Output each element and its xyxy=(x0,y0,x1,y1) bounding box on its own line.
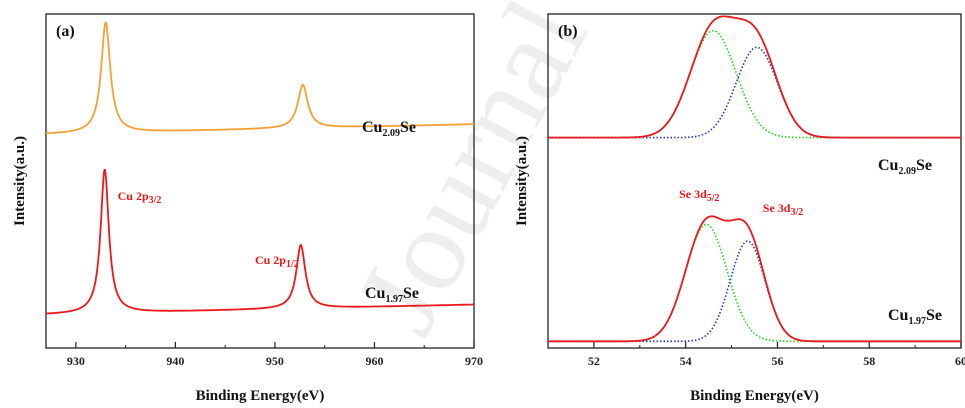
peak-annotation: Se 3d5/2 xyxy=(679,187,719,204)
envelope-line xyxy=(548,215,961,343)
panel-label: (a) xyxy=(56,23,75,40)
x-tick-label: 58 xyxy=(863,354,875,368)
plot-frame xyxy=(45,13,475,349)
envelope-line xyxy=(548,15,961,139)
x-tick-label: 940 xyxy=(166,354,184,368)
x-tick-label: 960 xyxy=(365,354,383,368)
series-label: Cu2.09Se xyxy=(362,119,416,139)
peak-annotation: Cu 2p3/2 xyxy=(118,189,162,206)
fit-component-line xyxy=(548,29,961,139)
x-tick-label: 54 xyxy=(680,354,692,368)
series-label: Cu2.09Se xyxy=(878,157,932,177)
peak-annotation: Se 3d3/2 xyxy=(763,201,803,218)
panel-b: 52 54 56 58 60 Binding Energy(eV) Intensity(a.… xyxy=(514,13,965,404)
fit-component-line xyxy=(548,46,961,139)
x-tick-label: 52 xyxy=(588,354,600,368)
spectrum-line xyxy=(46,169,474,315)
spectrum-line xyxy=(46,21,475,135)
fit-component-line xyxy=(548,240,961,343)
panel-label: (b) xyxy=(558,23,578,40)
y-axis-label: Intensity(a.u.) xyxy=(514,136,530,226)
x-tick-label: 60 xyxy=(955,354,965,368)
plot-frame xyxy=(547,13,962,349)
panel-a: 930 940 950 960 970 Binding Energy(eV) Intensi… xyxy=(12,13,483,404)
x-axis-label: Binding Energy(eV) xyxy=(690,388,819,404)
series-label: Cu1.97Se xyxy=(365,285,419,305)
x-tick-label: 970 xyxy=(465,354,483,368)
x-tick-label: 950 xyxy=(266,354,284,368)
x-tick-label: 56 xyxy=(771,354,783,368)
peak-annotation: Cu 2p1/2 xyxy=(255,253,299,270)
x-axis-label: Binding Energy(eV) xyxy=(196,388,325,404)
y-axis-label: Intensity(a.u.) xyxy=(12,136,28,226)
series-label: Cu1.97Se xyxy=(888,307,942,327)
x-tick-label: 930 xyxy=(67,354,85,368)
